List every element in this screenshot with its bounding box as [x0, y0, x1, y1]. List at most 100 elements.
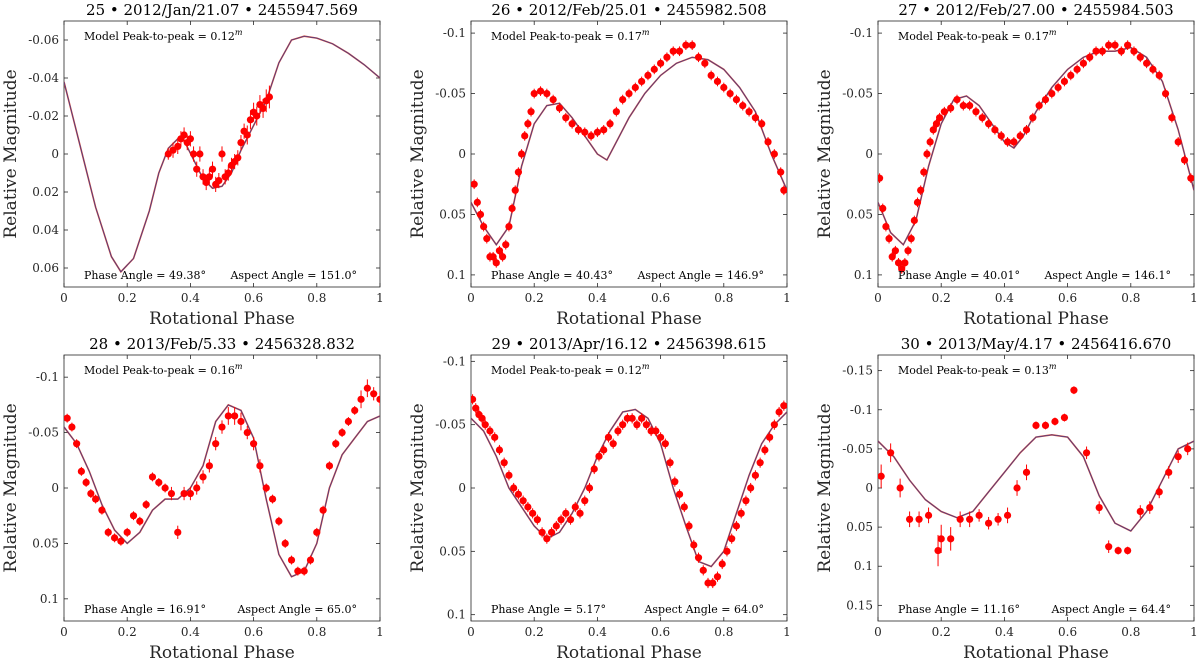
x-tick-label: 0.6	[1058, 291, 1077, 305]
data-point	[174, 142, 182, 150]
data-point	[732, 522, 741, 530]
data-point	[1060, 413, 1069, 422]
x-tick-label: 0.8	[714, 625, 733, 639]
data-point	[486, 427, 494, 435]
data-point	[218, 423, 226, 431]
x-tick-label: 0.2	[932, 625, 951, 639]
data-point	[751, 471, 760, 479]
y-axis-label: Relative Magnitude	[408, 69, 428, 238]
peak-to-peak-unit: m	[642, 362, 650, 371]
data-point	[1105, 543, 1113, 551]
data-point	[294, 567, 302, 575]
data-point	[193, 484, 201, 492]
x-axis-label: Rotational Phase	[149, 643, 295, 663]
data-point	[313, 528, 321, 536]
data-point	[604, 433, 613, 441]
peak-to-peak-text: Model Peak-to-peak = 0.16	[84, 364, 235, 377]
plot-area	[878, 40, 1194, 274]
y-tick-label: 0	[51, 147, 59, 161]
y-tick-label: 0.1	[447, 608, 466, 622]
data-point	[669, 47, 677, 55]
peak-to-peak-text: Model Peak-to-peak = 0.17	[898, 30, 1049, 43]
data-point	[265, 93, 273, 101]
data-point	[319, 506, 327, 514]
data-point	[904, 247, 912, 255]
data-point	[110, 534, 119, 542]
data-point	[1013, 484, 1021, 492]
data-point	[709, 579, 717, 587]
data-point	[766, 433, 774, 441]
data-point	[344, 417, 352, 426]
data-point	[259, 104, 267, 112]
data-point	[959, 102, 967, 110]
data-point	[332, 440, 340, 448]
x-tick-label: 1	[376, 625, 384, 639]
plot-frame	[470, 354, 788, 622]
data-point	[1124, 41, 1132, 49]
data-point	[180, 131, 188, 139]
data-point	[64, 414, 71, 422]
x-tick-label: 0.4	[181, 625, 200, 639]
data-point	[1073, 65, 1081, 73]
data-point	[913, 198, 922, 206]
data-point	[1082, 449, 1091, 457]
data-point	[882, 222, 890, 231]
data-point	[483, 235, 491, 243]
data-point	[932, 120, 941, 128]
x-tick-label: 1	[783, 291, 791, 305]
data-point	[508, 204, 516, 213]
data-point	[237, 417, 245, 426]
data-point	[205, 462, 213, 470]
data-point	[73, 440, 81, 448]
x-tick-label: 0.2	[118, 625, 137, 639]
data-point	[666, 459, 674, 467]
y-tick-label: 0.05	[32, 536, 59, 550]
data-point	[514, 490, 523, 498]
y-tick-label: -0.05	[842, 87, 873, 101]
aspect-angle-label: Aspect Angle = 64.4°	[1050, 603, 1171, 616]
phase-angle-label: Phase Angle = 40.01°	[898, 269, 1020, 282]
data-point	[747, 484, 755, 492]
data-point	[590, 465, 598, 473]
data-point	[742, 497, 750, 505]
data-point	[527, 108, 535, 116]
panel-title: 26 • 2012/Feb/25.01 • 2455982.508	[491, 1, 766, 19]
x-tick-label: 0.8	[307, 291, 326, 305]
peak-to-peak-label: Model Peak-to-peak = 0.17m	[898, 28, 1057, 43]
data-point	[910, 216, 918, 225]
data-point	[538, 528, 546, 536]
model-curve-core	[64, 404, 380, 578]
peak-to-peak-unit: m	[642, 28, 650, 37]
data-point	[502, 241, 510, 249]
data-point	[306, 556, 315, 564]
data-point	[351, 406, 359, 415]
data-point	[956, 515, 964, 523]
data-point	[991, 126, 999, 134]
y-tick-label: -0.06	[28, 33, 59, 47]
data-point	[906, 515, 914, 523]
data-point	[547, 528, 556, 536]
data-point	[633, 421, 641, 429]
data-point	[625, 89, 633, 98]
data-point	[937, 535, 945, 543]
plot-area	[471, 394, 787, 589]
y-tick-label: 0.05	[846, 520, 873, 534]
data-point	[129, 512, 138, 520]
data-point	[511, 186, 519, 194]
data-point	[739, 102, 747, 110]
data-point	[1174, 138, 1182, 146]
data-point	[167, 489, 176, 498]
x-tick-label: 0.6	[1058, 625, 1077, 639]
data-point	[199, 173, 207, 181]
data-point	[1143, 59, 1151, 67]
data-point	[891, 247, 899, 255]
y-tick-label: -0.05	[28, 426, 59, 440]
x-tick-label: 0.2	[525, 625, 544, 639]
peak-to-peak-text: Model Peak-to-peak = 0.12	[491, 364, 642, 377]
data-point	[751, 114, 760, 122]
data-point	[663, 53, 671, 61]
data-point	[489, 253, 497, 261]
data-point	[1079, 59, 1087, 67]
data-point	[104, 528, 112, 536]
peak-to-peak-text: Model Peak-to-peak = 0.13	[898, 364, 1049, 377]
